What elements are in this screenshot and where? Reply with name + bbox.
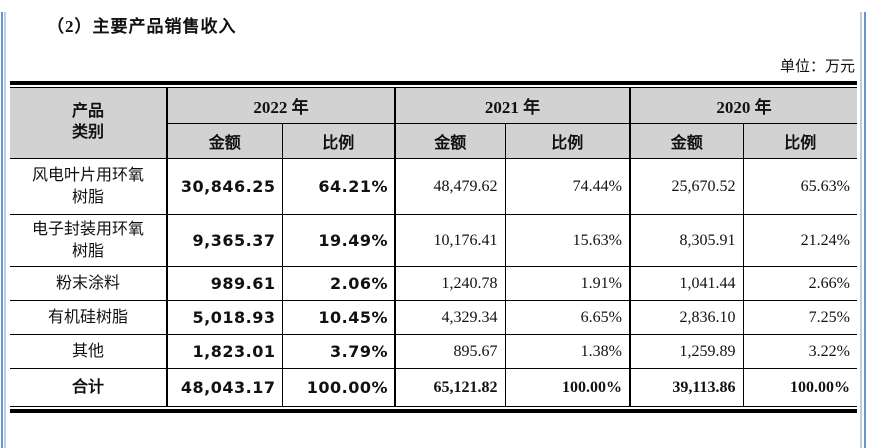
header-2020-ratio: 比例	[742, 123, 857, 159]
ratio-cell-2021: 1.91%	[504, 266, 630, 301]
amount-cell-2022: 5,018.93	[166, 300, 282, 335]
ratio-cell-2021: 15.63%	[504, 214, 630, 267]
ratio-cell-2022: 64.21%	[281, 158, 395, 215]
ratio-cell-2020: 3.22%	[742, 334, 857, 369]
ratio-cell-2022: 19.49%	[281, 214, 395, 267]
ratio-cell-2020: 2.66%	[742, 266, 857, 301]
total-amount-cell-2022: 48,043.17	[166, 368, 282, 407]
amount-cell-2021: 10,176.41	[394, 214, 505, 267]
amount-cell-2022: 9,365.37	[166, 214, 282, 267]
amount-cell-2020: 8,305.91	[629, 214, 743, 267]
header-2020-amount: 金额	[629, 123, 743, 159]
amount-cell-2021: 48,479.62	[394, 158, 505, 215]
amount-cell-2020: 1,259.89	[629, 334, 743, 369]
header-2021-amount: 金额	[394, 123, 505, 159]
amount-cell-2022: 989.61	[166, 266, 282, 301]
section-title: （2）主要产品销售收入	[47, 17, 237, 36]
total-label-cell: 合计	[10, 368, 167, 407]
amount-cell-2020: 2,836.10	[629, 300, 743, 335]
header-row-years: 产品 类别 2022 年 2021 年 2020 年	[10, 87, 857, 159]
header-year-2021: 2021 年	[394, 87, 630, 124]
table-row: 电子封装用环氧 树脂 9,365.37 19.49% 10,176.41 15.…	[10, 214, 857, 267]
revenue-table: 产品 类别 2022 年 2021 年 2020 年 金额 比例 金额 比例 金…	[10, 87, 857, 407]
ratio-cell-2022: 2.06%	[281, 266, 395, 301]
ratio-cell-2022: 10.45%	[281, 300, 395, 335]
revenue-table-frame: 产品 类别 2022 年 2021 年 2020 年 金额 比例 金额 比例 金…	[10, 81, 857, 413]
total-ratio-cell-2021: 100.00%	[504, 368, 630, 407]
header-product-category-line1: 产品	[71, 103, 104, 121]
product-name-cell: 电子封装用环氧 树脂	[10, 214, 167, 267]
product-name-cell: 有机硅树脂	[10, 300, 167, 335]
header-product-category-line2: 类别	[71, 124, 104, 141]
header-product-category: 产品 类别	[10, 87, 167, 159]
header-year-2020: 2020 年	[629, 87, 857, 124]
ratio-cell-2021: 1.38%	[504, 334, 630, 369]
ratio-cell-2020: 21.24%	[742, 214, 857, 267]
amount-cell-2020: 25,670.52	[629, 158, 743, 215]
product-name-cell: 风电叶片用环氧 树脂	[10, 158, 167, 215]
ratio-cell-2021: 6.65%	[504, 300, 630, 335]
table-row: 粉末涂料 989.61 2.06% 1,240.78 1.91% 1,041.4…	[10, 266, 857, 301]
page-border-right-light	[860, 12, 862, 448]
table-row: 有机硅树脂 5,018.93 10.45% 4,329.34 6.65% 2,8…	[10, 300, 857, 335]
total-amount-cell-2021: 65,121.82	[394, 368, 505, 407]
total-ratio-cell-2020: 100.00%	[742, 368, 857, 407]
ratio-cell-2022: 3.79%	[281, 334, 395, 369]
amount-cell-2022: 30,846.25	[166, 158, 282, 215]
table-row: 风电叶片用环氧 树脂 30,846.25 64.21% 48,479.62 74…	[10, 158, 857, 215]
table-row: 其他 1,823.01 3.79% 895.67 1.38% 1,259.89 …	[10, 334, 857, 369]
amount-cell-2020: 1,041.44	[629, 266, 743, 301]
ratio-cell-2020: 7.25%	[742, 300, 857, 335]
table-total-row: 合计 48,043.17 100.00% 65,121.82 100.00% 3…	[10, 368, 857, 407]
total-ratio-cell-2022: 100.00%	[281, 368, 395, 407]
page-border-left-light	[4, 12, 6, 448]
page-border-right	[864, 12, 866, 448]
amount-cell-2021: 1,240.78	[394, 266, 505, 301]
header-2021-ratio: 比例	[504, 123, 630, 159]
total-amount-cell-2020: 39,113.86	[629, 368, 743, 407]
product-name-cell: 其他	[10, 334, 167, 369]
unit-label: 单位：万元	[779, 59, 855, 75]
amount-cell-2022: 1,823.01	[166, 334, 282, 369]
amount-cell-2021: 4,329.34	[394, 300, 505, 335]
product-name-cell: 粉末涂料	[10, 266, 167, 301]
page-border-left	[1, 12, 3, 448]
ratio-cell-2020: 65.63%	[742, 158, 857, 215]
ratio-cell-2021: 74.44%	[504, 158, 630, 215]
header-row-metrics: 金额 比例 金额 比例 金额 比例	[10, 123, 857, 159]
header-2022-amount: 金额	[166, 123, 282, 159]
header-year-2022: 2022 年	[166, 87, 395, 124]
amount-cell-2021: 895.67	[394, 334, 505, 369]
header-2022-ratio: 比例	[281, 123, 395, 159]
